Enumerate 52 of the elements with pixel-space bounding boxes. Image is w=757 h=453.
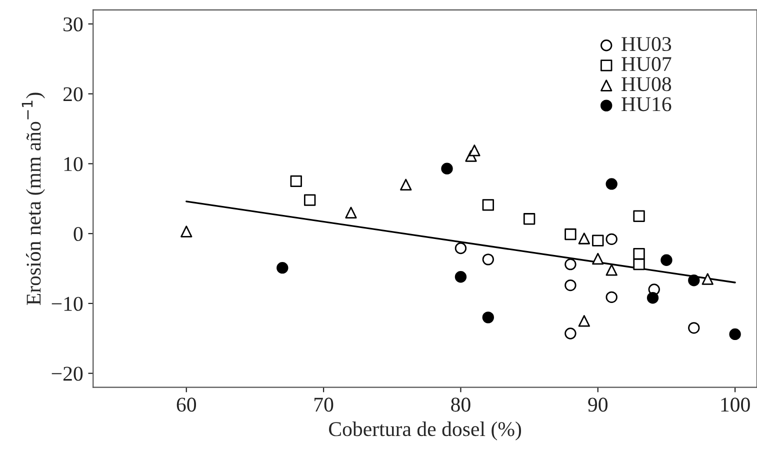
point	[660, 254, 672, 266]
point	[688, 274, 700, 286]
point	[276, 262, 288, 274]
x-tick-label: 90	[588, 398, 608, 412]
y-tick-label: 10	[64, 157, 83, 172]
point	[702, 273, 714, 285]
point	[523, 213, 536, 225]
point	[633, 248, 645, 260]
x-tick-label: 80	[451, 398, 470, 412]
point	[564, 228, 576, 240]
point	[400, 178, 412, 191]
legend-label: HU07	[622, 57, 672, 72]
point	[304, 194, 316, 206]
point	[606, 264, 618, 276]
point	[180, 226, 192, 238]
legend-label: HU08	[622, 77, 672, 92]
x-tick-label: 60	[176, 398, 196, 412]
point	[564, 328, 576, 340]
point	[454, 242, 467, 254]
point	[290, 175, 302, 188]
x-axis-title: Cobertura de dosel (%)	[329, 421, 522, 440]
point	[633, 210, 645, 222]
point	[564, 279, 576, 292]
x-tick-label: 100	[721, 398, 750, 412]
y-tick-label: 30	[64, 17, 83, 32]
point	[482, 199, 494, 211]
point	[729, 328, 741, 340]
y-tick-label: −20	[52, 366, 83, 381]
point	[606, 291, 618, 304]
point	[578, 315, 590, 327]
y-tick-label: −10	[52, 296, 83, 311]
point	[564, 258, 576, 270]
y-axis-title: Erosión neta (mm año$^{−1}$)	[22, 92, 45, 306]
legend-label: HU03	[622, 36, 672, 52]
point	[606, 178, 618, 190]
y-tick-label: 20	[63, 87, 83, 102]
point	[606, 233, 618, 246]
legend-label: HU16	[622, 97, 672, 112]
point	[592, 252, 604, 265]
x-tick-label: 70	[314, 398, 334, 412]
point	[454, 271, 467, 283]
point	[441, 162, 453, 174]
point	[482, 312, 494, 324]
point	[592, 234, 604, 246]
point	[578, 232, 590, 244]
point	[646, 292, 659, 304]
point	[482, 254, 494, 266]
point	[633, 258, 645, 270]
point	[468, 144, 480, 156]
point	[688, 322, 700, 334]
y-tick-label: 0	[74, 226, 83, 242]
point	[345, 206, 357, 218]
